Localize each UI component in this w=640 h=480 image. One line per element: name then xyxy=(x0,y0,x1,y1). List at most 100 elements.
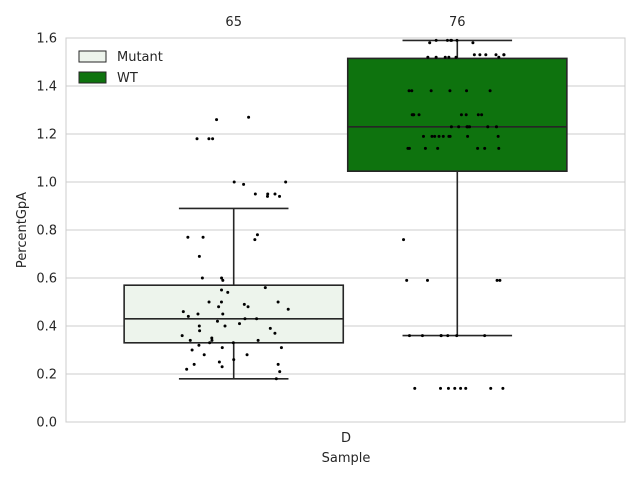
data-point xyxy=(197,324,201,328)
data-point xyxy=(478,53,482,57)
data-point xyxy=(219,300,223,304)
data-point xyxy=(436,146,440,150)
data-point xyxy=(486,125,490,129)
data-point xyxy=(196,312,200,316)
y-tick-label: 0.4 xyxy=(36,320,57,335)
count-label-wt: 76 xyxy=(449,15,466,30)
legend-swatch-mutant xyxy=(78,50,107,63)
data-point xyxy=(433,134,437,138)
data-point xyxy=(501,386,505,390)
data-point xyxy=(207,137,211,141)
data-point xyxy=(192,362,196,366)
data-point xyxy=(448,89,452,93)
x-tick-label: D xyxy=(341,431,351,446)
data-point xyxy=(434,55,438,59)
y-tick-label: 1.0 xyxy=(36,176,57,191)
data-point xyxy=(210,338,214,342)
y-tick-label: 0.0 xyxy=(36,416,57,431)
data-point xyxy=(263,286,267,290)
x-axis-title: Sample xyxy=(322,451,371,466)
data-point xyxy=(447,134,451,138)
data-point xyxy=(489,386,493,390)
data-point xyxy=(246,305,250,309)
data-point xyxy=(279,346,283,350)
data-point xyxy=(459,113,463,117)
data-point xyxy=(407,146,411,150)
data-point xyxy=(502,53,506,57)
count-label-mutant: 65 xyxy=(225,15,242,30)
data-point xyxy=(220,276,224,280)
data-point xyxy=(468,125,472,129)
data-point xyxy=(459,386,463,390)
data-point xyxy=(278,194,282,198)
data-point xyxy=(220,288,224,292)
data-point xyxy=(455,334,459,338)
data-point xyxy=(231,341,235,345)
data-point xyxy=(273,192,277,196)
y-axis-ticks: 0.0 0.2 0.4 0.6 0.8 1.0 1.2 1.4 1.6 xyxy=(36,32,57,431)
data-point xyxy=(180,334,184,338)
data-point xyxy=(446,334,450,338)
data-point xyxy=(429,89,433,93)
data-point xyxy=(439,334,443,338)
data-point xyxy=(255,233,259,237)
data-point xyxy=(447,55,451,59)
data-point xyxy=(226,290,230,294)
strip-points xyxy=(180,38,506,390)
data-point xyxy=(464,386,468,390)
data-point xyxy=(223,324,227,328)
data-point xyxy=(430,134,434,138)
data-point xyxy=(439,386,443,390)
data-point xyxy=(232,180,236,184)
count-labels: 65 76 xyxy=(225,15,465,30)
data-point xyxy=(421,134,425,138)
data-point xyxy=(217,360,221,364)
data-point xyxy=(242,182,246,186)
data-point xyxy=(423,146,427,150)
data-point xyxy=(457,125,461,129)
data-point xyxy=(484,53,488,57)
data-point xyxy=(412,113,416,117)
data-point xyxy=(215,319,219,323)
data-point xyxy=(211,137,215,141)
data-point xyxy=(450,38,454,42)
data-point xyxy=(273,331,277,335)
data-point xyxy=(437,134,441,138)
legend-label-mutant: Mutant xyxy=(117,50,163,65)
data-point xyxy=(278,370,282,374)
y-axis-title: PercentGpA xyxy=(15,192,30,268)
data-point xyxy=(255,317,259,321)
data-point xyxy=(445,38,449,42)
y-tick-label: 0.2 xyxy=(36,368,57,383)
y-tick-label: 1.6 xyxy=(36,32,57,47)
data-point xyxy=(198,329,202,333)
data-point xyxy=(465,89,469,93)
data-point xyxy=(497,146,501,150)
data-point xyxy=(455,38,459,42)
data-point xyxy=(483,334,487,338)
data-point xyxy=(449,125,453,129)
data-point xyxy=(446,386,450,390)
y-tick-label: 1.2 xyxy=(36,128,57,143)
data-point xyxy=(253,192,257,196)
data-point xyxy=(220,365,224,369)
data-point xyxy=(494,53,498,57)
data-point xyxy=(286,307,290,311)
data-point xyxy=(441,134,445,138)
data-point xyxy=(266,192,270,196)
y-tick-label: 0.8 xyxy=(36,224,57,239)
data-point xyxy=(466,134,470,138)
data-point xyxy=(476,113,480,117)
data-point xyxy=(417,113,421,117)
box-iqr xyxy=(123,284,345,344)
data-point xyxy=(232,358,236,362)
box-iqr xyxy=(346,57,568,173)
data-point xyxy=(476,146,480,150)
data-point xyxy=(495,278,499,282)
legend-swatch-wt xyxy=(78,71,107,84)
data-point xyxy=(253,238,257,242)
data-point xyxy=(471,41,475,45)
plot-frame xyxy=(65,37,626,423)
data-point xyxy=(188,338,192,342)
data-point xyxy=(185,367,189,371)
